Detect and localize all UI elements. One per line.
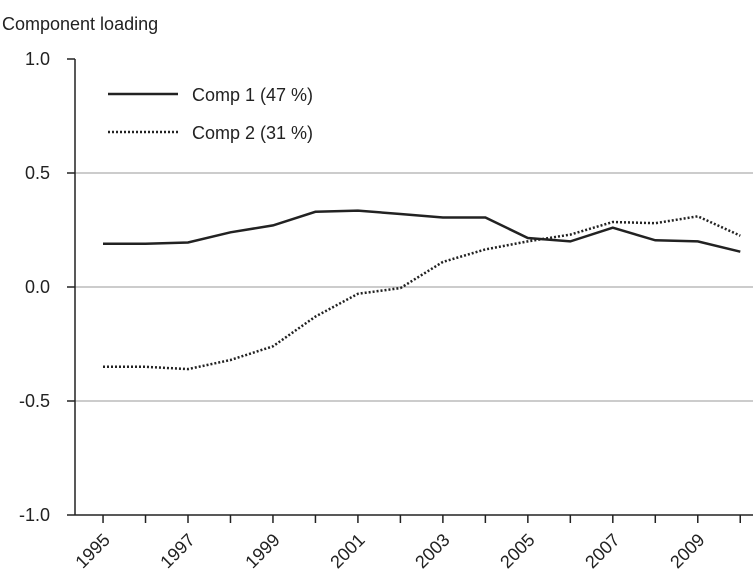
x-tick-label: 2009 [666, 530, 708, 572]
series-line [103, 215, 741, 371]
series-line [103, 209, 741, 253]
y-tick-label: 0.0 [25, 277, 50, 297]
legend-label: Comp 1 (47 %) [192, 85, 313, 105]
x-tick-label: 2003 [411, 530, 453, 572]
x-tick-label: 1999 [241, 530, 283, 572]
x-tick-label: 1997 [156, 530, 198, 572]
x-tick-label: 2007 [581, 530, 623, 572]
x-tick-label: 1995 [71, 530, 113, 572]
chart-title: Component loading [2, 14, 158, 34]
legend-label: Comp 2 (31 %) [192, 123, 313, 143]
y-tick-label: 1.0 [25, 49, 50, 69]
x-tick-label: 2001 [326, 530, 368, 572]
x-tick-label: 2005 [496, 530, 538, 572]
y-tick-label: -1.0 [19, 505, 50, 525]
y-tick-label: -0.5 [19, 391, 50, 411]
y-tick-label: 0.5 [25, 163, 50, 183]
